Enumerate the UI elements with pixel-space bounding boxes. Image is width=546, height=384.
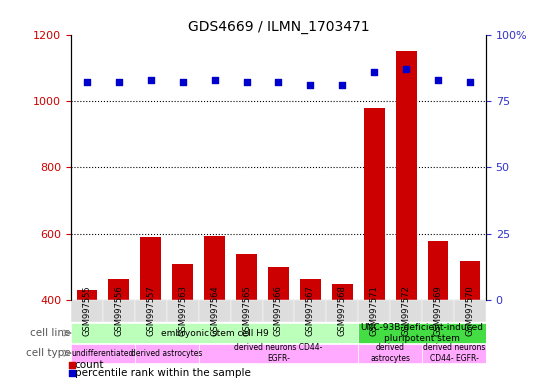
Text: GSM997557: GSM997557 [146,286,155,336]
Text: GSM997570: GSM997570 [466,286,474,336]
Text: cell line: cell line [30,328,70,338]
FancyBboxPatch shape [71,344,135,362]
Point [82,79,91,86]
Text: UNC-93B-deficient-induced
pluripotent stem: UNC-93B-deficient-induced pluripotent st… [360,323,484,343]
Text: GSM997563: GSM997563 [178,286,187,336]
Text: GSM997555: GSM997555 [82,286,91,336]
Text: GSM997568: GSM997568 [338,286,347,336]
Point [210,77,219,83]
Point [338,82,347,88]
Text: derived astrocytes: derived astrocytes [131,349,203,358]
Bar [173,264,193,384]
FancyBboxPatch shape [358,323,486,343]
Point [306,82,314,88]
FancyBboxPatch shape [358,344,422,362]
Point [67,370,76,376]
FancyBboxPatch shape [454,300,486,322]
FancyBboxPatch shape [358,300,390,322]
Text: GSM997564: GSM997564 [210,286,219,336]
FancyBboxPatch shape [327,300,358,322]
FancyBboxPatch shape [71,323,358,343]
Text: cell type: cell type [26,348,70,358]
FancyBboxPatch shape [135,300,167,322]
Bar [460,260,480,384]
Text: derived neurons CD44-
EGFR-: derived neurons CD44- EGFR- [234,343,323,363]
FancyBboxPatch shape [71,300,103,322]
Bar [76,290,97,384]
Text: GSM997567: GSM997567 [306,286,315,336]
Bar [428,240,448,384]
Point [274,79,283,86]
FancyBboxPatch shape [103,300,135,322]
Text: undifferentiated: undifferentiated [72,349,134,358]
Text: GSM997571: GSM997571 [370,286,379,336]
Bar [204,235,225,384]
Text: derived neurons
CD44- EGFR-: derived neurons CD44- EGFR- [423,343,485,363]
Text: GSM997572: GSM997572 [402,286,411,336]
Point [242,79,251,86]
FancyBboxPatch shape [199,300,230,322]
FancyBboxPatch shape [294,300,327,322]
FancyBboxPatch shape [422,300,454,322]
Text: GSM997569: GSM997569 [434,286,443,336]
Text: derived
astrocytes: derived astrocytes [370,343,410,363]
Bar [396,51,417,384]
Text: GSM997565: GSM997565 [242,286,251,336]
Bar [109,279,129,384]
Text: percentile rank within the sample: percentile rank within the sample [75,368,251,378]
Point [179,79,187,86]
Point [67,362,76,368]
Point [402,66,411,72]
FancyBboxPatch shape [199,344,358,362]
Point [115,79,123,86]
Bar [236,254,257,384]
FancyBboxPatch shape [167,300,199,322]
Bar [140,237,161,384]
Point [370,69,378,75]
FancyBboxPatch shape [230,300,263,322]
Text: GSM997566: GSM997566 [274,286,283,336]
Text: count: count [75,360,104,370]
Point [466,79,474,86]
FancyBboxPatch shape [263,300,294,322]
Title: GDS4669 / ILMN_1703471: GDS4669 / ILMN_1703471 [188,20,369,33]
FancyBboxPatch shape [135,344,199,362]
Text: embryonic stem cell H9: embryonic stem cell H9 [161,329,269,338]
Bar [332,284,353,384]
Bar [268,267,289,384]
FancyBboxPatch shape [422,344,486,362]
Point [146,77,155,83]
Point [434,77,442,83]
FancyBboxPatch shape [390,300,422,322]
Bar [300,279,321,384]
Bar [364,108,384,384]
Text: GSM997556: GSM997556 [114,286,123,336]
